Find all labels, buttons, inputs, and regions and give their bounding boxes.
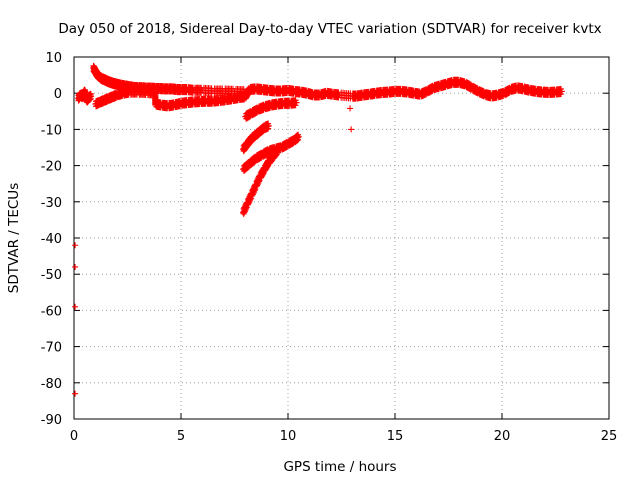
data-point — [295, 133, 302, 140]
data-point — [265, 122, 272, 129]
x-tick-label: 10 — [280, 429, 297, 444]
data-point — [293, 99, 300, 106]
y-tick-label: -30 — [41, 196, 62, 211]
data-point — [72, 242, 79, 249]
data-point — [558, 88, 565, 95]
x-tick-label: 20 — [494, 429, 511, 444]
y-tick-label: -60 — [41, 304, 62, 319]
grid — [74, 57, 609, 419]
data-point — [347, 105, 354, 112]
x-tick-label: 5 — [177, 429, 185, 444]
x-axis-label: GPS time / hours — [283, 459, 396, 475]
y-tick-label: -40 — [41, 232, 62, 247]
data-point — [274, 148, 281, 155]
x-tick-label: 15 — [387, 429, 404, 444]
y-tick-label: -10 — [41, 123, 62, 138]
y-tick-label: -20 — [41, 160, 62, 175]
data-point — [72, 303, 79, 310]
y-tick-label: 10 — [45, 51, 62, 66]
y-tick-label: -90 — [41, 413, 62, 428]
data-point — [72, 263, 79, 270]
chart-title: Day 050 of 2018, Sidereal Day-to-day VTE… — [58, 21, 601, 37]
tick-labels: 0 5 10 15 20 25 10 0 -10 -20 -30 -40 -50 -60 -70 -80 -90 — [41, 51, 618, 444]
y-tick-label: 0 — [54, 87, 62, 102]
y-tick-label: -50 — [41, 268, 62, 283]
y-tick-label: -80 — [41, 377, 62, 392]
data-points — [72, 62, 565, 397]
data-point — [88, 93, 95, 100]
x-tick-label: 25 — [601, 429, 618, 444]
y-axis-label: SDTVAR / TECUs — [6, 183, 22, 293]
data-point — [72, 390, 79, 397]
axis-ticks — [73, 56, 610, 420]
y-tick-label: -70 — [41, 341, 62, 356]
x-tick-label: 0 — [70, 429, 78, 444]
data-point — [348, 126, 355, 133]
